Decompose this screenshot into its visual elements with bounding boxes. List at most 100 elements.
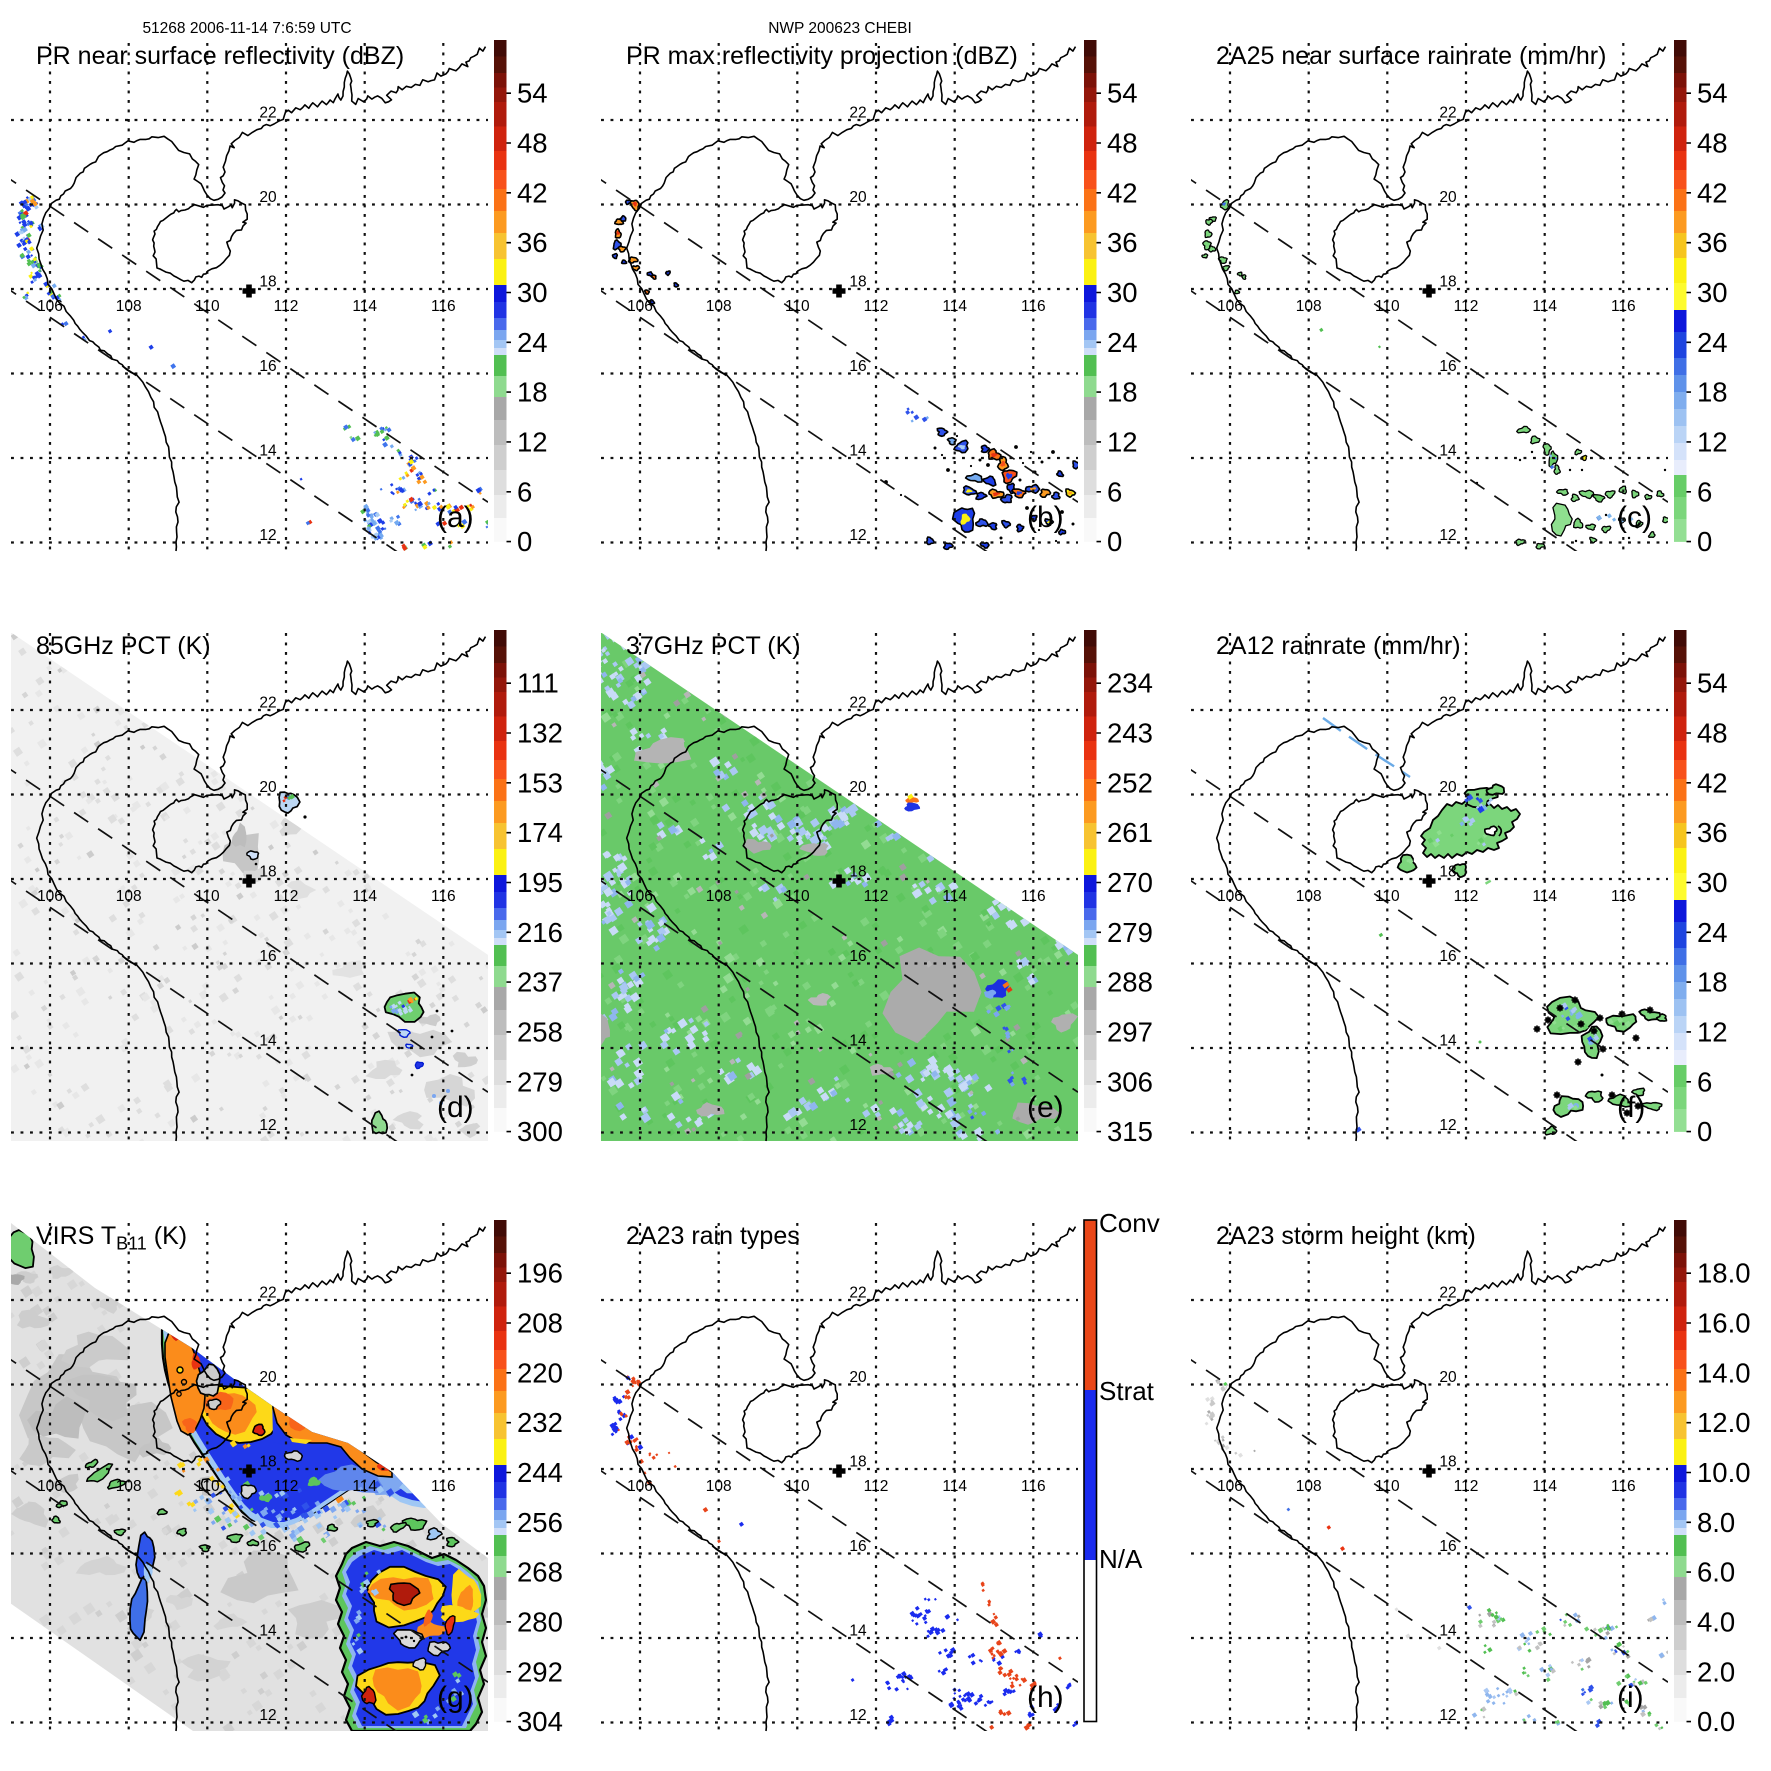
svg-text:18: 18 [1107,377,1138,408]
svg-text:85GHz PCT (K): 85GHz PCT (K) [36,632,211,660]
svg-text:(i): (i) [1617,1681,1644,1714]
svg-text:(a): (a) [437,501,474,534]
svg-text:36: 36 [1697,817,1728,848]
svg-text:(h): (h) [1027,1681,1064,1714]
svg-text:54: 54 [1697,668,1728,699]
svg-text:244: 244 [517,1457,563,1488]
svg-text:42: 42 [517,177,548,208]
svg-text:216: 216 [517,917,563,948]
svg-text:Conv: Conv [1099,1208,1160,1238]
svg-text:6: 6 [517,476,532,507]
svg-text:300: 300 [517,1116,563,1147]
svg-text:132: 132 [517,718,563,749]
svg-text:237: 237 [517,967,563,998]
svg-text:36: 36 [1107,227,1138,258]
svg-text:243: 243 [1107,718,1153,749]
svg-text:30: 30 [1107,277,1138,308]
svg-text:6: 6 [1697,1066,1712,1097]
svg-text:24: 24 [1107,327,1138,358]
svg-text:297: 297 [1107,1016,1153,1047]
svg-text:4.0: 4.0 [1697,1606,1735,1637]
svg-text:196: 196 [517,1258,563,1289]
svg-text:30: 30 [1697,277,1728,308]
svg-text:18: 18 [1697,377,1728,408]
svg-text:24: 24 [517,327,548,358]
svg-text:48: 48 [1697,718,1728,749]
svg-text:8.0: 8.0 [1697,1507,1735,1538]
svg-text:18.0: 18.0 [1697,1258,1751,1289]
svg-text:36: 36 [517,227,548,258]
svg-text:18: 18 [1697,967,1728,998]
svg-text:48: 48 [1697,128,1728,159]
svg-text:0: 0 [1697,1116,1712,1147]
svg-text:24: 24 [1697,917,1728,948]
svg-text:306: 306 [1107,1066,1153,1097]
svg-text:PR max reflectivity projection: PR max reflectivity projection (dBZ) [626,42,1018,70]
svg-text:14.0: 14.0 [1697,1357,1751,1388]
svg-text:51268 2006-11-14 7:6:59 UTC: 51268 2006-11-14 7:6:59 UTC [142,20,351,37]
svg-text:(e): (e) [1027,1091,1064,1124]
svg-text:48: 48 [1107,128,1138,159]
svg-text:279: 279 [1107,917,1153,948]
svg-text:208: 208 [517,1308,563,1339]
svg-text:48: 48 [517,128,548,159]
svg-text:30: 30 [1697,867,1728,898]
svg-text:195: 195 [517,867,563,898]
svg-text:6: 6 [1107,476,1122,507]
svg-text:258: 258 [517,1016,563,1047]
svg-text:12: 12 [1697,1016,1728,1047]
svg-text:(d): (d) [437,1091,474,1124]
svg-text:54: 54 [1107,78,1138,109]
svg-text:(c): (c) [1617,501,1652,534]
svg-text:304: 304 [517,1706,563,1737]
svg-text:(g): (g) [437,1681,474,1714]
svg-text:Strat: Strat [1099,1376,1155,1406]
svg-text:270: 270 [1107,867,1153,898]
svg-text:16.0: 16.0 [1697,1308,1751,1339]
svg-text:0: 0 [1697,526,1712,557]
svg-text:220: 220 [517,1357,563,1388]
svg-text:288: 288 [1107,967,1153,998]
svg-text:6: 6 [1697,476,1712,507]
svg-text:12.0: 12.0 [1697,1407,1751,1438]
svg-text:2A25 near surface rainrate (mm: 2A25 near surface rainrate (mm/hr) [1216,42,1606,70]
svg-text:30: 30 [517,277,548,308]
svg-text:2A12 rainrate (mm/hr): 2A12 rainrate (mm/hr) [1216,632,1461,660]
svg-text:12: 12 [517,426,548,457]
svg-text:18: 18 [517,377,548,408]
svg-text:42: 42 [1697,767,1728,798]
svg-text:36: 36 [1697,227,1728,258]
svg-text:N/A: N/A [1099,1544,1143,1574]
svg-text:2A23 storm height (km): 2A23 storm height (km) [1216,1222,1476,1250]
svg-text:280: 280 [517,1606,563,1637]
svg-text:37GHz PCT (K): 37GHz PCT (K) [626,632,801,660]
svg-text:111: 111 [517,668,559,699]
svg-text:42: 42 [1107,177,1138,208]
svg-text:6.0: 6.0 [1697,1557,1735,1588]
svg-text:(b): (b) [1027,501,1064,534]
svg-text:(f): (f) [1617,1091,1645,1124]
svg-text:NWP 200623 CHEBI: NWP 200623 CHEBI [768,20,912,37]
svg-text:268: 268 [517,1557,563,1588]
svg-text:252: 252 [1107,767,1153,798]
svg-text:VIRS TB11 (K): VIRS TB11 (K) [36,1222,187,1254]
svg-text:2.0: 2.0 [1697,1656,1735,1687]
svg-text:292: 292 [517,1656,563,1687]
svg-text:279: 279 [517,1066,563,1097]
svg-text:256: 256 [517,1507,563,1538]
svg-text:10.0: 10.0 [1697,1457,1751,1488]
svg-text:315: 315 [1107,1116,1153,1147]
svg-text:0.0: 0.0 [1697,1706,1735,1737]
svg-text:261: 261 [1107,817,1153,848]
svg-text:12: 12 [1697,426,1728,457]
svg-text:2A23 rain types: 2A23 rain types [626,1222,800,1250]
svg-text:12: 12 [1107,426,1138,457]
svg-text:PR near surface reflectivity (: PR near surface reflectivity (dBZ) [36,42,404,70]
svg-text:0: 0 [1107,526,1122,557]
svg-text:234: 234 [1107,668,1153,699]
svg-text:24: 24 [1697,327,1728,358]
svg-text:42: 42 [1697,177,1728,208]
svg-text:232: 232 [517,1407,563,1438]
svg-text:54: 54 [1697,78,1728,109]
svg-text:174: 174 [517,817,563,848]
